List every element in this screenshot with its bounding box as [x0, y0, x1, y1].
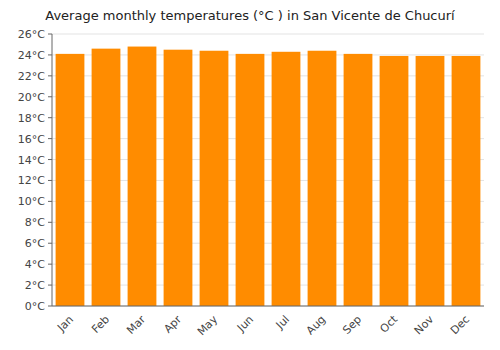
- y-tick-label: 4°C: [25, 258, 45, 271]
- bar: [452, 56, 481, 306]
- bar: [164, 50, 193, 306]
- y-tick-label: 20°C: [18, 91, 45, 104]
- bar: [56, 54, 85, 306]
- y-tick-label: 6°C: [25, 237, 45, 250]
- bar: [200, 51, 229, 306]
- y-tick-label: 12°C: [18, 174, 45, 187]
- bar: [344, 54, 373, 306]
- y-tick-label: 0°C: [25, 300, 45, 313]
- y-tick-label: 18°C: [18, 112, 45, 125]
- y-tick: [48, 75, 52, 76]
- grid: [52, 34, 484, 306]
- x-axis-line: [52, 306, 484, 307]
- y-tick: [48, 180, 52, 181]
- grid-line: [52, 34, 484, 35]
- bar: [416, 56, 445, 306]
- y-tick-label: 22°C: [18, 70, 45, 83]
- y-axis: 0°C 2°C 4°C 6°C 8°C 10°C 12°C 14°C 16°C 18°C 20°C 2…: [18, 28, 52, 313]
- chart-svg: Average monthly temperatures (°C ) in Sa…: [0, 0, 500, 350]
- bar: [92, 49, 121, 306]
- y-tick-label: 2°C: [25, 279, 45, 292]
- y-tick-label: 14°C: [18, 154, 45, 167]
- x-tick-label: Nov: [412, 313, 437, 338]
- y-tick-label: 16°C: [18, 133, 45, 146]
- y-tick-label: 24°C: [18, 49, 45, 62]
- chart-container: Average monthly temperatures (°C ) in Sa…: [0, 0, 500, 350]
- x-tick-label: Jan: [54, 313, 76, 335]
- y-tick: [48, 117, 52, 118]
- y-tick-label: 26°C: [18, 28, 45, 41]
- y-tick: [48, 243, 52, 244]
- y-tick: [48, 222, 52, 223]
- y-tick-label: 10°C: [18, 195, 45, 208]
- y-tick: [48, 285, 52, 286]
- y-tick: [48, 159, 52, 160]
- y-tick: [48, 264, 52, 265]
- bars: [56, 47, 481, 306]
- x-tick-label: Mar: [124, 313, 148, 337]
- y-axis-line: [52, 34, 53, 306]
- y-tick: [48, 306, 52, 307]
- x-tick-label: Jun: [234, 313, 256, 335]
- y-tick: [48, 201, 52, 202]
- x-tick-label: Feb: [89, 313, 112, 336]
- bar: [236, 54, 265, 306]
- x-tick-label: Oct: [377, 312, 400, 335]
- bar: [380, 56, 409, 306]
- bar: [308, 51, 337, 306]
- y-tick-label: 8°C: [25, 216, 45, 229]
- x-axis: Jan Feb Mar Apr May Jun Jul Aug Sep Oct Nov Dec: [54, 312, 472, 338]
- x-tick-label: May: [195, 313, 221, 339]
- y-tick: [48, 34, 52, 35]
- x-tick-label: Apr: [161, 313, 184, 336]
- y-tick: [48, 54, 52, 55]
- x-tick-label: Jul: [273, 313, 292, 332]
- y-tick: [48, 138, 52, 139]
- x-tick-label: Dec: [448, 313, 472, 337]
- y-tick: [48, 96, 52, 97]
- x-tick-label: Aug: [304, 313, 328, 337]
- title: Average monthly temperatures (°C ) in Sa…: [45, 8, 455, 23]
- grid-line: [52, 306, 484, 307]
- bar: [128, 47, 157, 306]
- bar: [272, 52, 301, 306]
- x-tick-label: Sep: [340, 313, 364, 337]
